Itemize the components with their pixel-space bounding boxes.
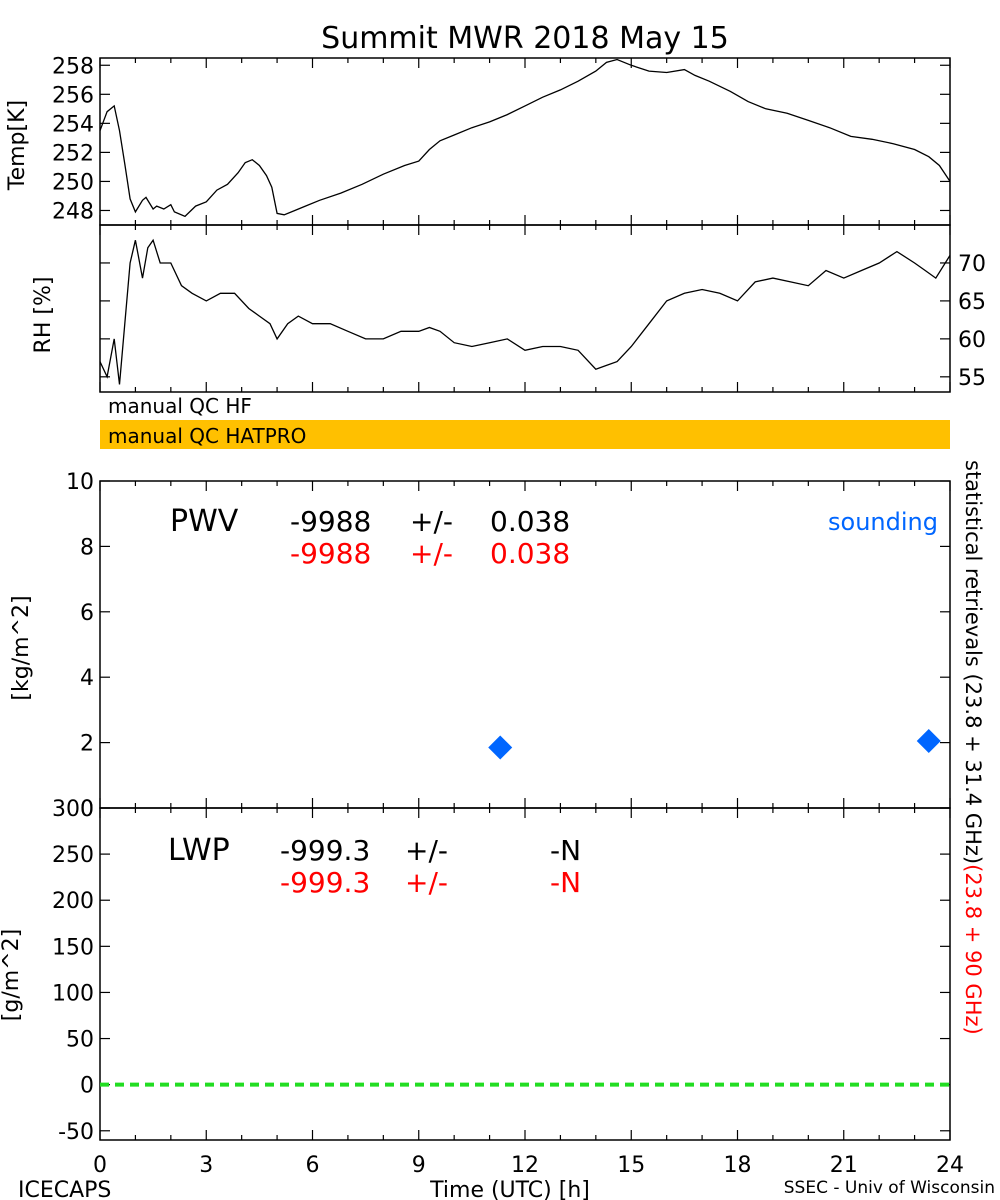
pwv-stat-unc: 0.038: [490, 505, 570, 538]
pwv-stat-value-red: -9988: [290, 537, 371, 570]
temp-ytick-label: 258: [52, 54, 94, 79]
pwv-stat-pm-red: +/-: [410, 537, 453, 570]
temp-plot-frame: [99, 57, 951, 226]
rh-plot-frame: [99, 224, 951, 393]
x-tick-label: 3: [199, 1153, 213, 1178]
x-tick-label: 0: [93, 1153, 107, 1178]
qc-hf-label: manual QC HF: [108, 394, 252, 418]
rh-ytick-label: 65: [958, 290, 986, 315]
x-tick-label: 21: [830, 1153, 858, 1178]
temp-ylabel: Temp[K]: [5, 100, 30, 191]
lwp-stat-pm: +/-: [405, 834, 448, 867]
pwv-ytick-label: 4: [80, 666, 94, 691]
rh-series-line: [99, 238, 951, 385]
qc-hatpro-label: manual QC HATPRO: [108, 424, 306, 448]
rh-ytick-label: 60: [958, 328, 986, 353]
rh-ytick-label: 70: [958, 252, 986, 277]
pwv-stat-pm: +/-: [410, 505, 453, 538]
qc-hf-bar: [100, 394, 950, 417]
temp-ytick-label: 254: [52, 112, 94, 137]
pwv-ytick-label: 0: [80, 797, 94, 822]
pwv-panel: 0 2 4 6 8 10 [kg/m^2] PWV -9988 +/- 0.038 -99…: [9, 470, 951, 822]
right-side-label: statistical retrievals (23.8 + 31.4 GHz)…: [961, 460, 985, 1035]
footer-left: ICECAPS: [18, 1178, 111, 1200]
qc-bars: manual QC HF manual QC HATPRO: [100, 394, 950, 449]
lwp-ytick-label: 200: [52, 889, 94, 914]
right-label-red: (23.8 + 90 GHz): [961, 864, 985, 1035]
lwp-stat-unc-red: -N: [550, 866, 581, 899]
x-tick-label: 6: [306, 1153, 320, 1178]
qc-hatpro-bar: [100, 420, 950, 449]
pwv-stat-value: -9988: [290, 505, 371, 538]
temp-ytick-label: 250: [52, 170, 94, 195]
lwp-stat-pm-red: +/-: [405, 866, 448, 899]
rh-panel: 55 60 65 70 RH [%]: [31, 224, 986, 393]
pwv-ytick-label: 6: [80, 601, 94, 626]
footer-right: SSEC - Univ of Wisconsin: [784, 1178, 995, 1198]
lwp-stat-value-red: -999.3: [280, 866, 370, 899]
lwp-ytick-label: -50: [58, 1120, 94, 1145]
rh-ytick-label: 55: [958, 366, 986, 391]
pwv-legend-sounding: sounding: [828, 508, 938, 536]
x-axis-label: Time (UTC) [h]: [429, 1178, 590, 1200]
lwp-ytick-label: 50: [66, 1028, 94, 1053]
lwp-ytick-label: 300: [52, 797, 94, 822]
sounding-point: [916, 728, 941, 753]
x-tick-label: 15: [617, 1153, 645, 1178]
rh-ylabel: RH [%]: [31, 277, 56, 354]
lwp-ylabel: [g/m^2]: [0, 929, 24, 1021]
lwp-stat-unc: -N: [550, 834, 581, 867]
lwp-label: LWP: [168, 833, 230, 868]
pwv-ytick-label: 10: [66, 470, 94, 495]
chart-title: Summit MWR 2018 May 15: [321, 21, 729, 56]
pwv-ytick-label: 8: [80, 535, 94, 560]
temp-ytick-label: 256: [52, 83, 94, 108]
lwp-stat-value: -999.3: [280, 834, 370, 867]
x-tick-label: 9: [412, 1153, 426, 1178]
lwp-ytick-label: 250: [52, 843, 94, 868]
lwp-ytick-label: 150: [52, 935, 94, 960]
temp-series-line: [99, 58, 951, 218]
right-label-black: statistical retrievals (23.8 + 31.4 GHz): [961, 460, 985, 864]
pwv-ytick-label: 2: [80, 732, 94, 757]
x-tick-label: 12: [511, 1153, 539, 1178]
pwv-label: PWV: [170, 504, 239, 539]
lwp-panel: -50 0 50 100 150 200 250 300 [g/m^2] LWP -999.3…: [0, 797, 951, 1145]
temp-ytick-label: 248: [52, 199, 94, 224]
pwv-stat-unc-red: 0.038: [490, 537, 570, 570]
sounding-point: [488, 735, 513, 760]
lwp-ytick-label: 0: [80, 1074, 94, 1099]
lwp-ytick-label: 100: [52, 981, 94, 1006]
temp-ytick-label: 252: [52, 141, 94, 166]
x-tick-label: 18: [724, 1153, 752, 1178]
x-tick-label: 24: [936, 1153, 964, 1178]
temp-panel: 248 250 252 254 256 258 Temp[K]: [5, 54, 951, 226]
pwv-ylabel: [kg/m^2]: [9, 595, 34, 700]
